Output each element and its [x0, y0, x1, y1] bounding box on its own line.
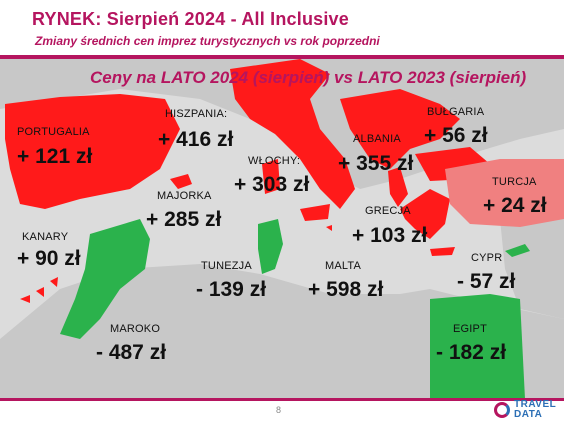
value-morocco: - 487 zł [96, 341, 167, 364]
slide-subtitle: Zmiany średnich cen imprez turystycznych… [35, 34, 380, 48]
island-canary-1 [20, 295, 30, 303]
label-majorca: MAJORKA [157, 190, 212, 202]
value-canary: + 90 zł [17, 247, 81, 270]
map-shapes [0, 59, 564, 399]
value-turkey: + 24 zł [483, 194, 547, 217]
country-balkans [340, 89, 460, 169]
country-albania [388, 167, 408, 207]
label-italy: WŁOCHY: [248, 155, 301, 167]
slide-header: RYNEK: Sierpień 2024 - All Inclusive Zmi… [0, 0, 564, 60]
label-portugal: PORTUGALIA [17, 126, 90, 138]
island-crete [430, 247, 455, 256]
label-turkey: TURCJA [492, 176, 537, 188]
travel-data-logo: TRAVEL DATA [492, 399, 564, 423]
island-canary-2 [36, 287, 44, 297]
country-italy [230, 59, 355, 209]
label-canary: KANARY [22, 231, 69, 243]
country-cyprus [505, 244, 530, 257]
mediterranean-map [0, 59, 564, 399]
country-turkey [445, 159, 564, 227]
value-egypt: - 182 zł [436, 341, 507, 364]
country-malta [326, 225, 332, 231]
label-bulgaria: BUŁGARIA [427, 106, 485, 118]
island-sicily [300, 204, 330, 221]
label-morocco: MAROKO [110, 323, 161, 335]
footer-divider [0, 398, 564, 401]
value-albania: + 355 zł [338, 152, 414, 175]
logo-line-1: TRAVEL [514, 399, 557, 410]
value-greece: + 103 zł [352, 224, 428, 247]
header-divider [0, 55, 564, 59]
map-title: Ceny na LATO 2024 (sierpień) vs LATO 202… [90, 68, 527, 87]
page-number: 8 [276, 405, 282, 415]
value-portugal: + 121 zł [17, 145, 93, 168]
value-spain: + 416 zł [158, 128, 234, 151]
label-albania: ALBANIA [353, 133, 401, 145]
slide-title: RYNEK: Sierpień 2024 - All Inclusive [32, 9, 349, 29]
value-italy: + 303 zł [234, 173, 310, 196]
label-tunisia: TUNEZJA [201, 260, 252, 272]
land-africa [0, 264, 564, 399]
logo-line-2: DATA [514, 409, 543, 420]
value-malta: + 598 zł [308, 278, 384, 301]
value-cyprus: - 57 zł [457, 270, 516, 293]
island-sardinia [262, 159, 280, 194]
country-tunisia [258, 219, 283, 274]
country-greece [400, 189, 450, 239]
country-egypt [430, 294, 525, 399]
travel-data-logo-icon [494, 402, 510, 418]
country-morocco [60, 219, 150, 339]
value-bulgaria: + 56 zł [424, 124, 488, 147]
land-middle-east [500, 209, 564, 319]
island-canary-3 [50, 277, 58, 287]
label-spain: HISZPANIA: [165, 108, 228, 120]
country-iberia [5, 94, 180, 209]
country-majorka [170, 174, 192, 189]
label-greece: GRECJA [365, 205, 411, 217]
value-tunisia: - 139 zł [196, 278, 267, 301]
label-egypt: EGIPT [453, 323, 488, 335]
value-majorca: + 285 zł [146, 208, 222, 231]
label-cyprus: CYPR [471, 252, 503, 264]
label-malta: MALTA [325, 260, 362, 272]
